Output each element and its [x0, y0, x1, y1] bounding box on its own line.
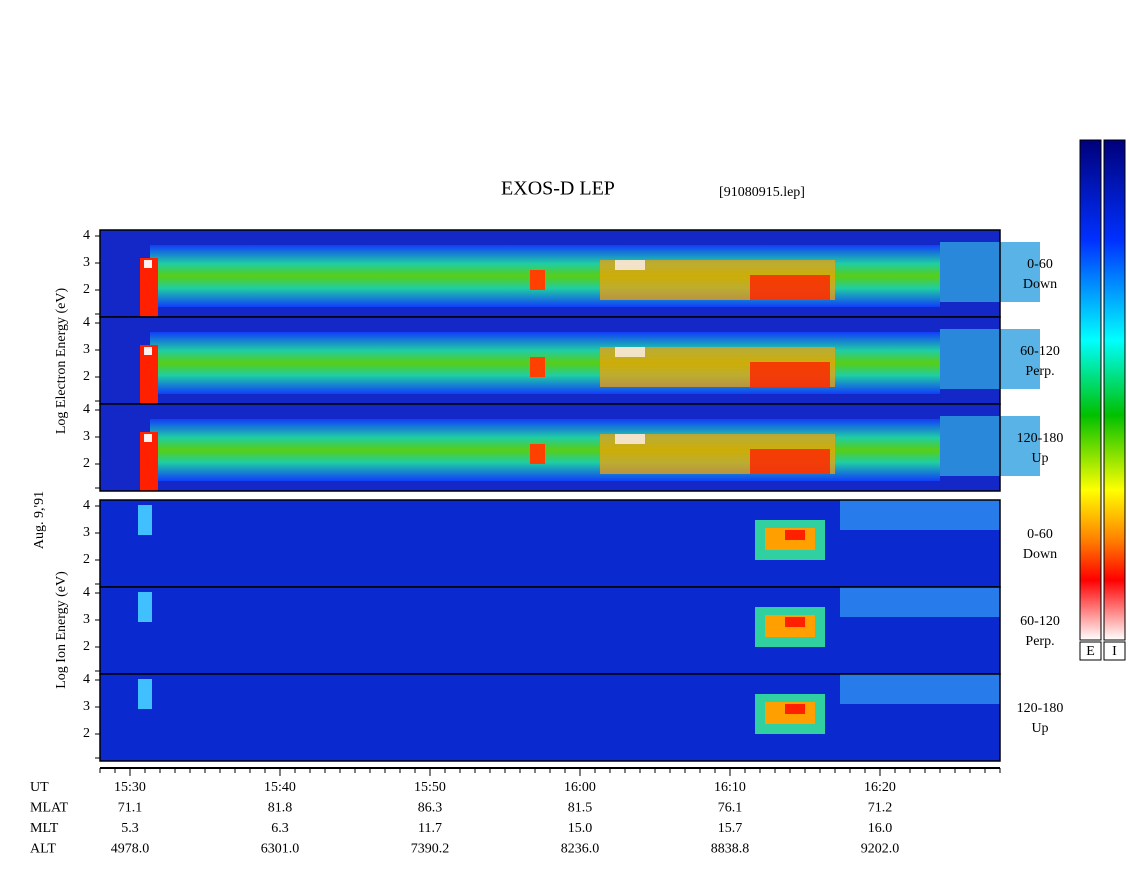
row-value: 4978.0: [111, 842, 150, 857]
row-value: 86.3: [418, 801, 443, 816]
y-tick-label: 4: [83, 228, 90, 243]
row-name: UT: [30, 780, 49, 795]
spectrogram-panel: [100, 230, 1040, 317]
panel-label: Perp.: [1025, 634, 1054, 649]
y-tick-label: 4: [83, 585, 90, 600]
y-tick-label: 3: [83, 342, 90, 357]
panel-label: Up: [1031, 451, 1048, 466]
colorbar-label: I: [1112, 644, 1117, 659]
panel-label: 120-180: [1017, 431, 1064, 446]
y-tick-label: 3: [83, 429, 90, 444]
colorbar-box: [1079, 641, 1102, 661]
panel-label: Down: [1023, 277, 1057, 292]
y-tick-label: 2: [83, 552, 90, 567]
row-value: 71.1: [118, 801, 143, 816]
row-value: 15.7: [718, 821, 743, 836]
y-tick-label: 2: [83, 456, 90, 471]
row-value: 6301.0: [261, 842, 300, 857]
panel-label: Perp.: [1025, 364, 1054, 379]
row-value: 16:20: [864, 780, 896, 795]
row-value: 15:40: [264, 780, 296, 795]
y-tick-label: 2: [83, 282, 90, 297]
colorbar: [1079, 139, 1102, 641]
y-tick-label: 4: [83, 315, 90, 330]
row-value: 81.8: [268, 801, 293, 816]
y-tick-label: 3: [83, 255, 90, 270]
row-name: ALT: [30, 842, 56, 857]
y-tick-label: 2: [83, 726, 90, 741]
colorbar-box: [1103, 641, 1126, 661]
row-value: 16:10: [714, 780, 746, 795]
spectrogram-panel: [100, 674, 1000, 761]
panel-label: 0-60: [1027, 527, 1053, 542]
ion-y-label: Log Ion Energy (eV): [54, 571, 69, 689]
spectrogram-panel: [100, 317, 1040, 404]
row-value: 5.3: [121, 821, 139, 836]
row-name: MLT: [30, 821, 59, 836]
row-value: 9202.0: [861, 842, 900, 857]
date-label: Aug. 9,'91: [32, 491, 47, 549]
row-name: MLAT: [30, 801, 69, 816]
spectrogram-panel: [100, 404, 1040, 491]
row-value: 15:50: [414, 780, 446, 795]
title: EXOS-D LEP: [501, 178, 615, 200]
spectrogram-panel: [100, 587, 1000, 674]
row-value: 76.1: [718, 801, 743, 816]
row-value: 8838.8: [711, 842, 750, 857]
row-value: 11.7: [418, 821, 442, 836]
row-value: 15.0: [568, 821, 593, 836]
panel-label: 0-60: [1027, 257, 1053, 272]
row-value: 15:30: [114, 780, 146, 795]
y-tick-label: 2: [83, 639, 90, 654]
panel-label: Down: [1023, 547, 1057, 562]
y-tick-label: 4: [83, 402, 90, 417]
electron-y-label: Log Electron Energy (eV): [54, 288, 69, 435]
y-tick-label: 4: [83, 498, 90, 513]
row-value: 71.2: [868, 801, 893, 816]
row-value: 16.0: [868, 821, 893, 836]
y-tick-label: 3: [83, 699, 90, 714]
y-tick-label: 3: [83, 525, 90, 540]
row-value: 81.5: [568, 801, 593, 816]
panel-label: 120-180: [1017, 701, 1064, 716]
row-value: 8236.0: [561, 842, 600, 857]
panel-frame: [99, 673, 1001, 762]
colorbar-label: E: [1086, 644, 1095, 659]
panel-label: 60-120: [1020, 614, 1060, 629]
y-tick-label: 2: [83, 369, 90, 384]
file-name: [91080915.lep]: [719, 185, 805, 200]
y-tick-label: 4: [83, 672, 90, 687]
panel-label: Up: [1031, 721, 1048, 736]
panel-frame: [99, 403, 1001, 492]
row-value: 16:00: [564, 780, 596, 795]
row-value: 6.3: [271, 821, 289, 836]
row-value: 7390.2: [411, 842, 450, 857]
y-tick-label: 3: [83, 612, 90, 627]
panel-label: 60-120: [1020, 344, 1060, 359]
colorbar: [1103, 139, 1126, 641]
spectrogram-panel: [100, 500, 1000, 587]
